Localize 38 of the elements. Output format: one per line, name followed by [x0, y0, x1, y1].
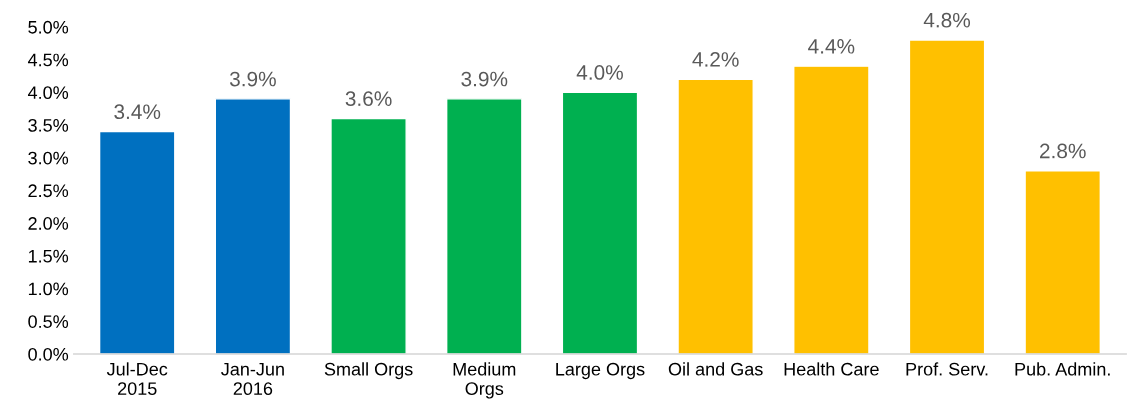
x-tick-label: Prof. Serv. [906, 362, 988, 376]
y-tick-label: 0.5% [28, 315, 69, 328]
bar [793, 65, 870, 354]
x-tick-label: Oil and Gas [668, 362, 763, 376]
data-label: 2.8% [1040, 143, 1086, 159]
data-label: 4.2% [692, 52, 739, 67]
data-label: 4.8% [923, 12, 971, 28]
y-tick-label: 2.5% [28, 184, 69, 198]
data-label: 3.4% [114, 104, 161, 120]
bar [908, 39, 986, 354]
x-tick-label: Medium Orgs [453, 362, 516, 399]
data-label: 4.0% [576, 65, 623, 80]
bar [214, 98, 292, 354]
x-tick-label: Large Orgs [556, 362, 645, 380]
data-label: 4.4% [808, 39, 855, 54]
x-tick-label: Jan-Jun 2016 [221, 362, 284, 396]
x-tick-label: Small Orgs [324, 362, 413, 380]
bar [677, 78, 754, 354]
bar [561, 91, 639, 354]
x-tick-label: Pub. Admin. [1015, 362, 1110, 376]
data-label: 3.9% [461, 71, 508, 87]
x-tick-label: Jul-Dec 2015 [106, 362, 168, 396]
y-tick-label: 4.0% [27, 86, 69, 100]
y-tick-label: 3.0% [28, 151, 69, 165]
bar [1024, 170, 1102, 354]
y-tick-label: 0.0% [28, 347, 69, 361]
y-tick-label: 3.5% [28, 118, 69, 132]
y-tick-label: 1.5% [28, 249, 69, 263]
bar [330, 117, 407, 354]
x-tick-label: Health Care [784, 362, 879, 376]
y-tick-label: 2.0% [28, 217, 69, 230]
bar [445, 98, 523, 354]
data-label: 3.6% [345, 91, 392, 107]
bar [98, 130, 176, 354]
y-tick-label: 4.5% [27, 53, 69, 67]
y-tick-label: 5.0% [28, 20, 69, 34]
y-tick-label: 1.0% [28, 282, 69, 296]
data-label: 3.9% [229, 71, 276, 87]
